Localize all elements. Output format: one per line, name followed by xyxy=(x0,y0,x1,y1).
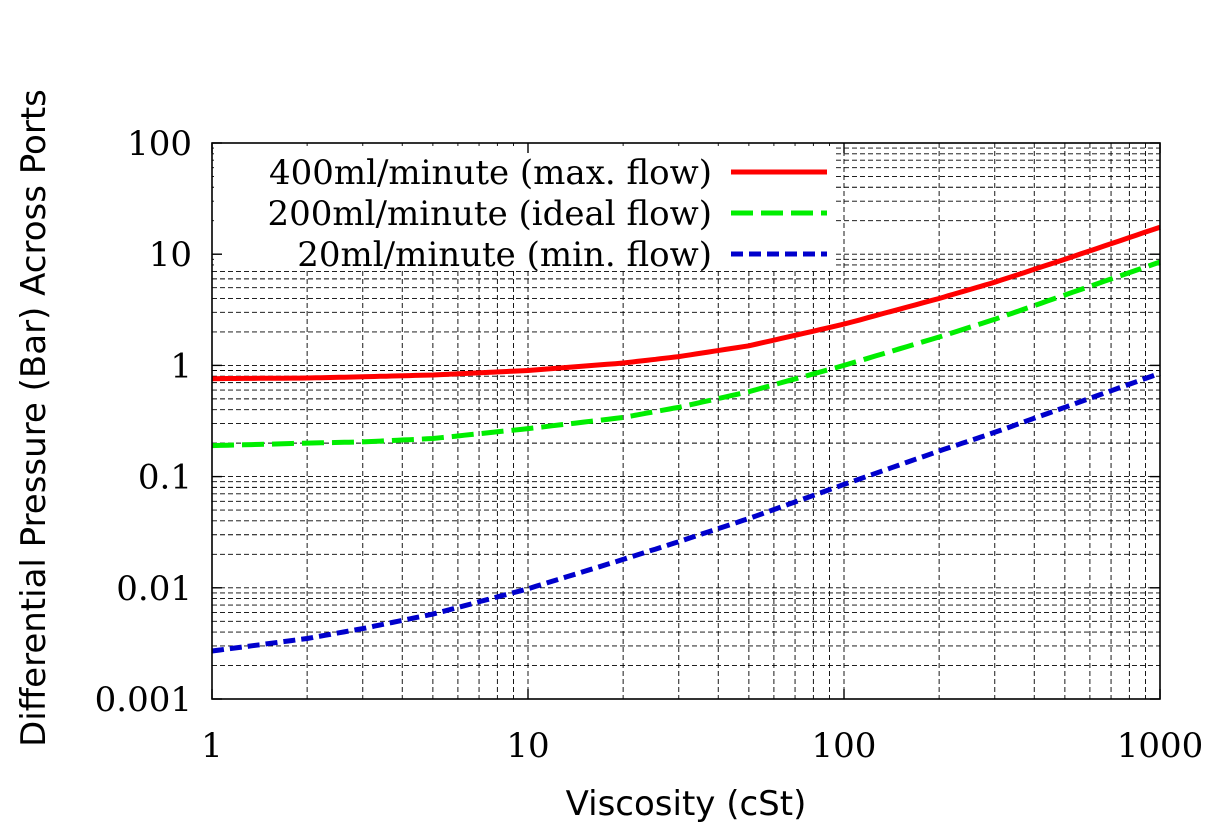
y-tick-label: 0.1 xyxy=(138,458,192,498)
legend-label: 400ml/minute (max. flow) xyxy=(269,153,712,193)
legend-label: 20ml/minute (min. flow) xyxy=(297,235,712,275)
x-tick-label: 10 xyxy=(506,726,549,766)
x-tick-label: 100 xyxy=(812,726,877,766)
x-tick-label: 1 xyxy=(201,726,223,766)
axis-ticks: 1 10 100 1000 0.001 0.01 0.1 1 10 100 xyxy=(95,124,1204,766)
y-tick-label: 0.01 xyxy=(116,569,192,609)
legend: 400ml/minute (max. flow)200ml/minute (id… xyxy=(268,153,827,275)
x-axis-title: Viscosity (cSt) xyxy=(566,784,807,824)
y-tick-label: 0.001 xyxy=(95,680,192,720)
series-line-2 xyxy=(211,259,1161,449)
series-line-3 xyxy=(211,370,1161,654)
legend-label: 200ml/minute (ideal flow) xyxy=(268,194,712,234)
y-axis-title: Differential Pressure (Bar) Across Ports xyxy=(14,89,54,747)
x-tick-label: 1000 xyxy=(1117,726,1204,766)
legend-box xyxy=(214,146,836,270)
plot-lines xyxy=(211,224,1161,654)
plot-frame xyxy=(211,142,1161,700)
y-tick-label: 100 xyxy=(127,124,192,164)
y-tick-label: 1 xyxy=(170,346,192,386)
y-tick-label: 10 xyxy=(149,235,192,275)
series-line-1 xyxy=(211,224,1161,382)
